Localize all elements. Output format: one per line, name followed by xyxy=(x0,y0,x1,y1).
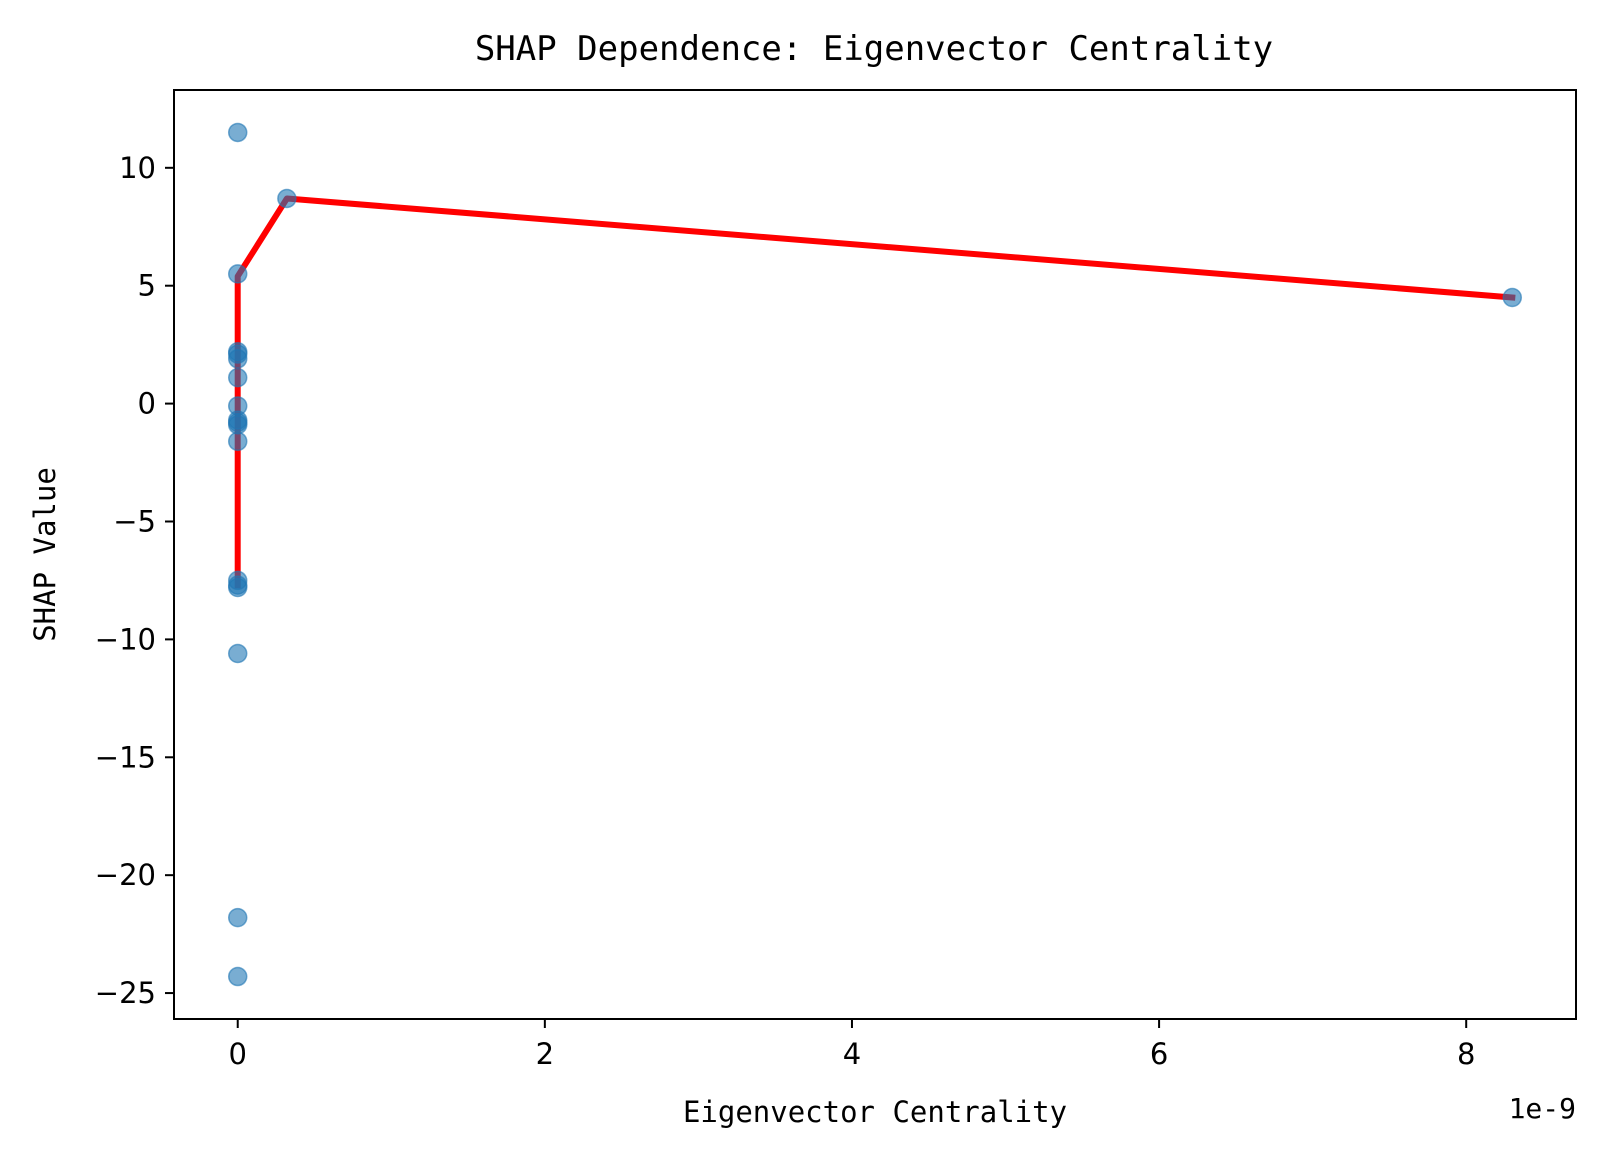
y-tick-label: −25 xyxy=(95,976,156,1010)
x-axis: 0 2 4 6 8 xyxy=(229,1019,1475,1071)
y-axis: 10 5 0 −5 −10 −15 −20 −25 xyxy=(95,151,174,1010)
scatter-point xyxy=(227,577,248,598)
x-tick-label: 8 xyxy=(1457,1037,1475,1071)
scatter-point xyxy=(227,643,248,664)
x-tick-label: 6 xyxy=(1150,1037,1168,1071)
x-axis-offset-label: 1e-9 xyxy=(1509,1092,1576,1125)
scatter-point xyxy=(227,431,248,452)
scatter-point xyxy=(227,415,248,435)
x-axis-label: Eigenvector Centrality xyxy=(683,1095,1067,1129)
chart-title: SHAP Dependence: Eigenvector Centrality xyxy=(475,29,1273,69)
x-tick-label: 0 xyxy=(229,1037,247,1071)
y-axis-label: SHAP Value xyxy=(28,467,62,642)
scatter-point xyxy=(227,264,248,284)
scatter-point xyxy=(227,907,248,928)
scatter-point xyxy=(227,122,248,143)
y-tick-label: 0 xyxy=(138,387,156,421)
y-tick-label: −5 xyxy=(113,504,156,538)
plot-frame xyxy=(173,89,1577,1020)
x-tick-label: 2 xyxy=(536,1037,554,1071)
scatter-point xyxy=(227,966,248,987)
y-tick-label: 10 xyxy=(119,151,156,185)
scatter-point xyxy=(277,188,297,209)
y-tick-label: 5 xyxy=(138,269,156,303)
scatter-point xyxy=(227,367,248,388)
y-tick-label: −10 xyxy=(95,622,156,656)
scatter-point xyxy=(227,349,248,369)
scatter-points-layer xyxy=(227,122,1523,987)
y-tick-label: −15 xyxy=(95,740,156,774)
y-tick-label: −20 xyxy=(95,858,156,892)
scatter-point xyxy=(1502,287,1523,308)
x-tick-label: 4 xyxy=(843,1037,861,1071)
